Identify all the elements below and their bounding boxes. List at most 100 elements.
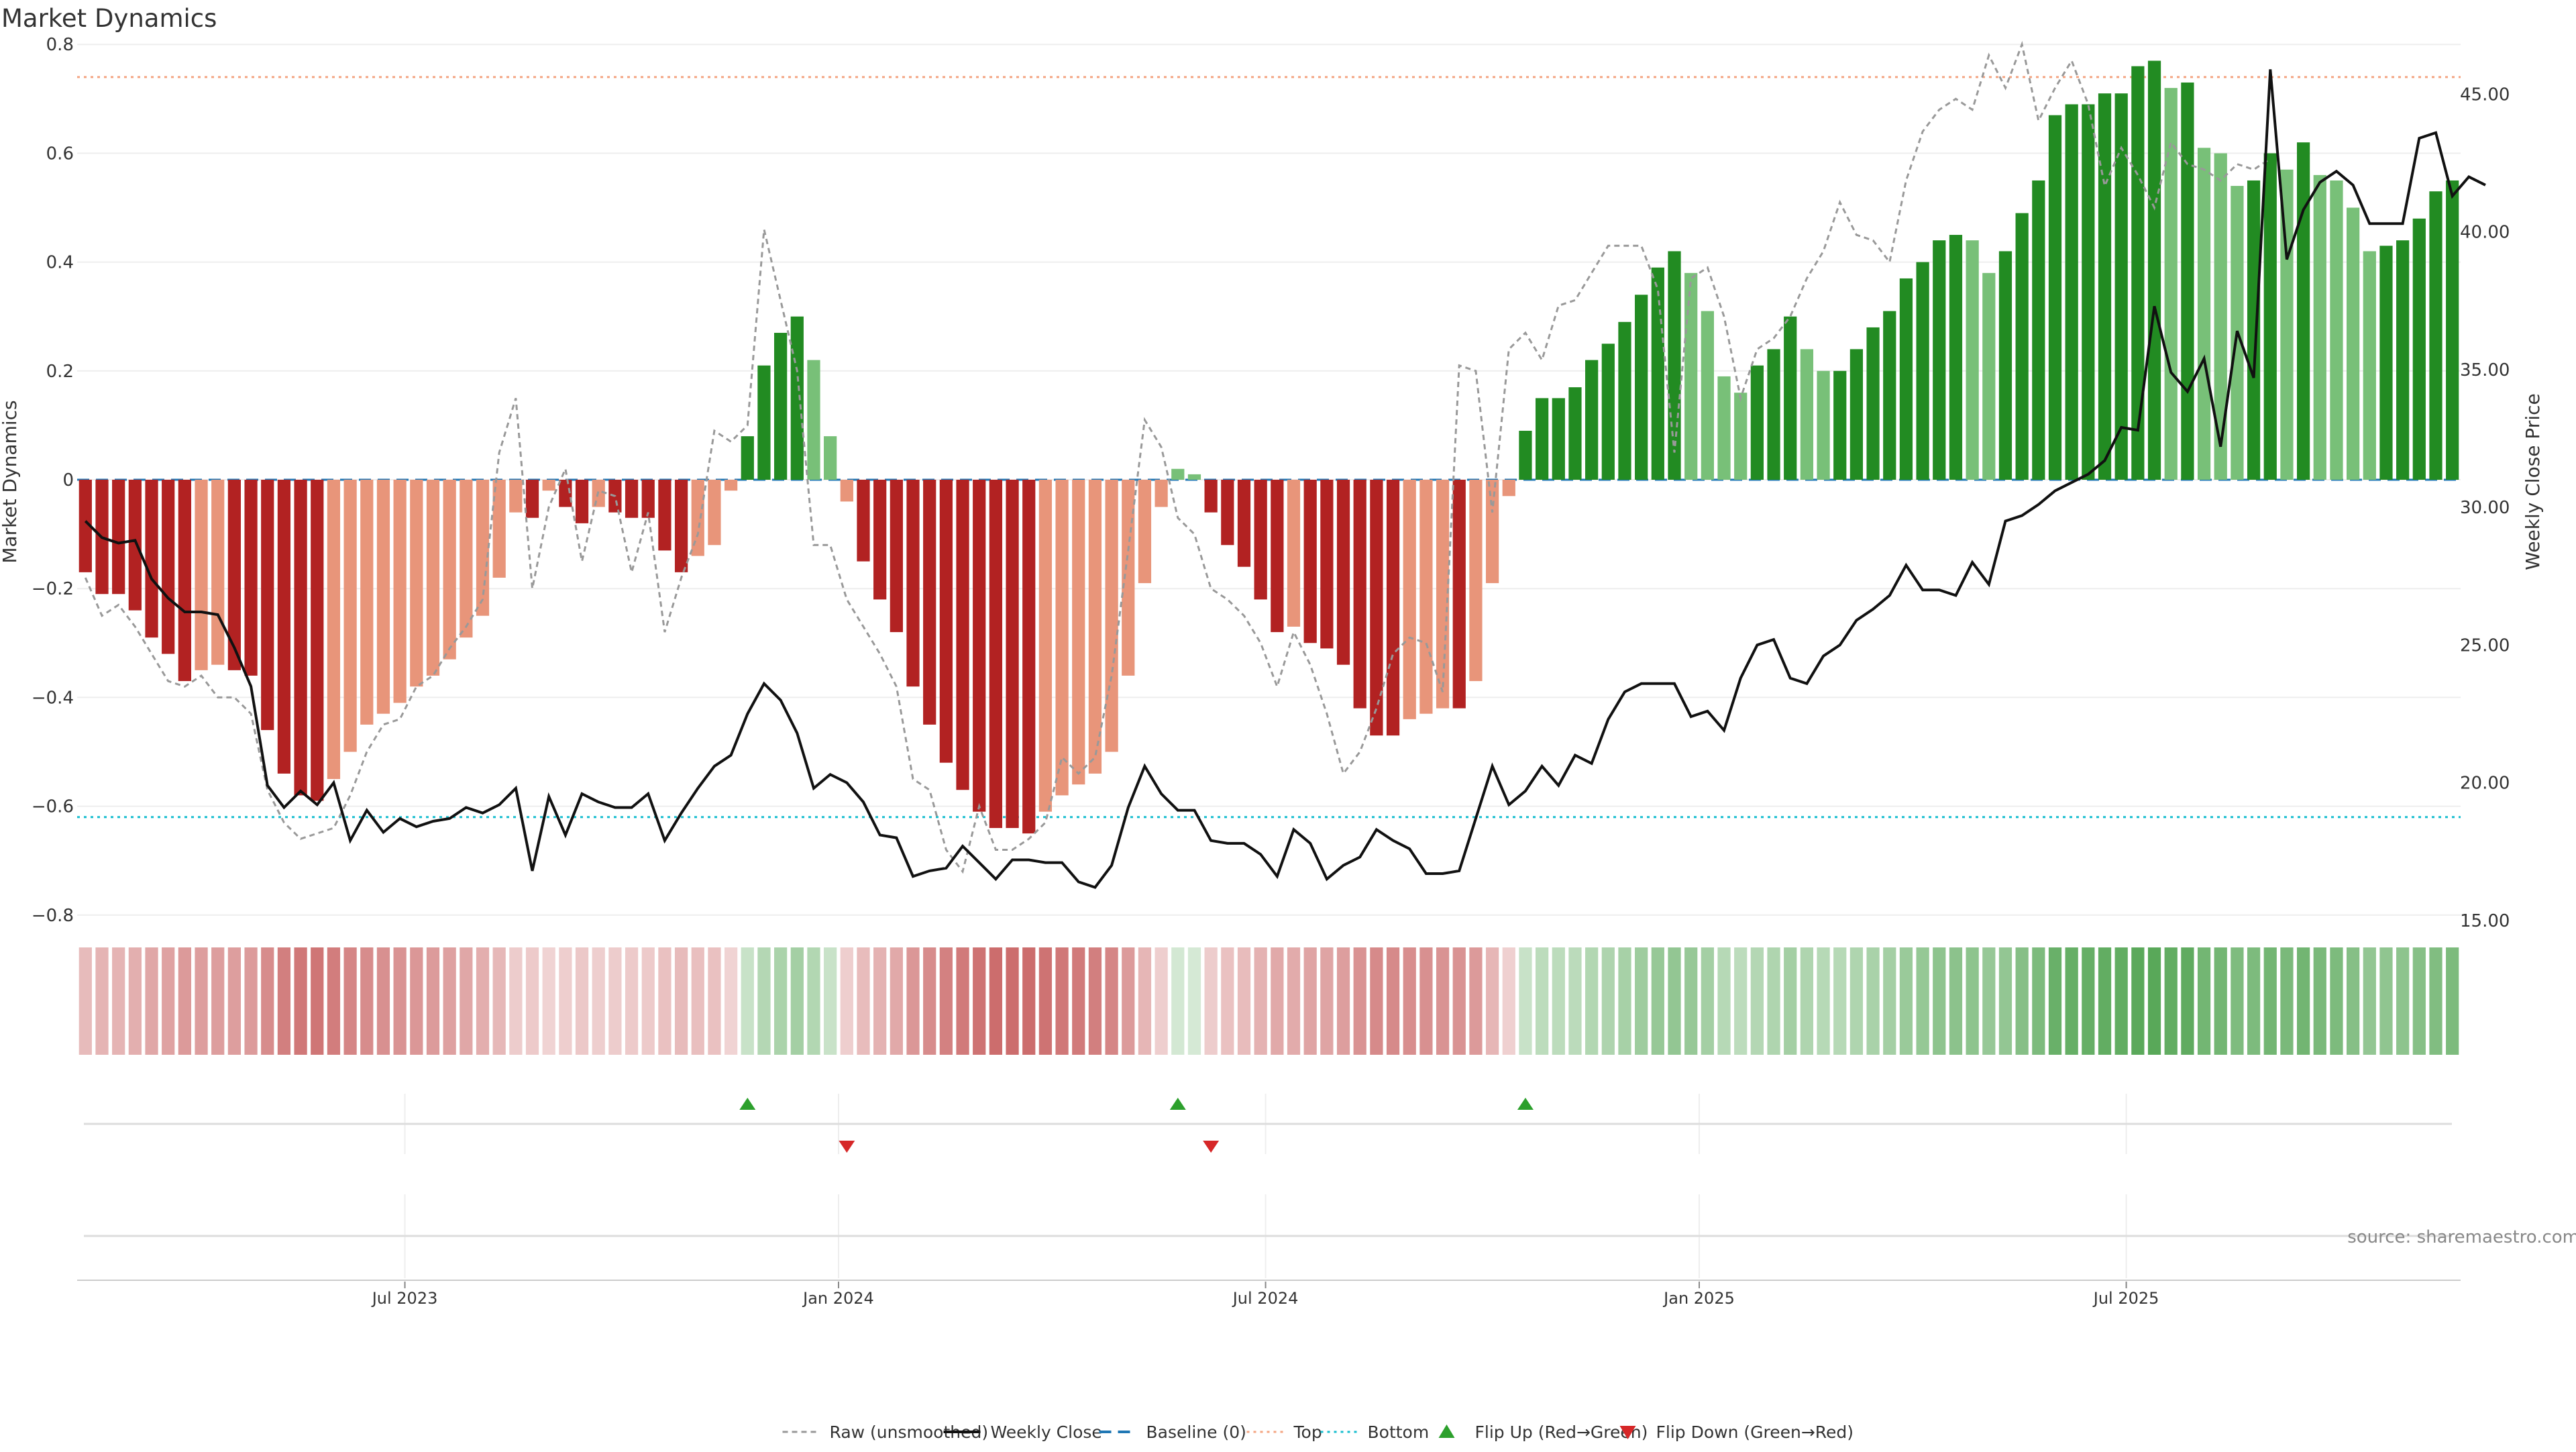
heat-strip-cell [227,947,241,1055]
heat-strip-cell [840,947,853,1055]
market-dynamics-bar [1287,480,1301,627]
heat-strip-cell [1485,947,1499,1055]
right-axis-label: Weekly Close Price [2522,393,2544,570]
weekly-close-line [84,69,2486,889]
market-dynamics-bar [824,436,837,480]
x-tick-label: Jan 2024 [802,1289,874,1308]
heat-strip-cell [824,947,837,1055]
heat-strip-cell [1701,947,1714,1055]
heat-strip-cell [2131,947,2145,1055]
market-dynamics-bar [2330,180,2343,480]
bottom-panel [84,1194,2452,1278]
heat-strip-cell [360,947,374,1055]
heat-strip-cell [476,947,490,1055]
heat-strip-cell [1088,947,1102,1055]
heat-strip-cell [95,947,109,1055]
heat-strip-cell [195,947,208,1055]
heat-strip-cell [1684,947,1698,1055]
heat-strip-cell [178,947,192,1055]
heat-strip-cell [790,947,804,1055]
market-dynamics-bar [2429,191,2443,480]
heat-strip-cell [542,947,555,1055]
heat-strip-cell [1817,947,1830,1055]
heat-strip-cell [757,947,771,1055]
flip-up-marker [1169,1098,1186,1110]
x-tick-label: Jul 2025 [2092,1289,2159,1308]
market-dynamics-bar [890,480,903,633]
heat-strip-cell [1668,947,1681,1055]
legend-label: Weekly Close [991,1422,1102,1442]
market-dynamics-bar [376,480,390,714]
market-dynamics-bar [1271,480,1284,633]
market-dynamics-bar [2346,207,2360,480]
market-dynamics-bar [1784,316,1797,480]
heat-strip-cell [1618,947,1631,1055]
market-dynamics-bar [1519,431,1532,480]
market-dynamics-bar [145,480,158,638]
market-dynamics-bar [393,480,407,703]
heat-strip-cell [625,947,639,1055]
market-dynamics-bar [2032,180,2045,480]
heat-strip-cell [492,947,506,1055]
heat-strip-cell [1585,947,1599,1055]
market-dynamics-bar [1535,398,1549,480]
heat-strip-cell [1038,947,1053,1055]
market-dynamics-bar [1353,480,1366,709]
heat-strip-cell [1187,947,1201,1055]
y-tick-label-left: 0.2 [46,362,74,382]
heat-strip [78,947,2459,1055]
market-dynamics-bar [178,480,192,682]
market-dynamics-bar [1088,480,1102,774]
y-tick-label-left: −0.4 [32,688,74,708]
market-dynamics-bar [1916,262,1929,480]
x-axis: Jul 2023 Jan 2024 Jul 2024 Jan 2025 Jul 2025 [77,1280,2461,1308]
heat-strip-cell [923,947,936,1055]
market-dynamics-bar [2114,93,2128,480]
market-dynamics-bar [790,316,804,480]
heat-strip-cell [1006,947,1019,1055]
market-dynamics-bar [244,480,258,676]
market-dynamics-bar [509,480,523,513]
heat-strip-cell [1221,947,1234,1055]
market-dynamics-bar [1966,240,1979,480]
market-dynamics-bar [2263,153,2277,480]
heat-strip-cell [1998,947,2012,1055]
market-dynamics-bar [343,480,357,752]
y-tick-label-left: −0.2 [32,579,74,599]
market-dynamics-bar [641,480,655,518]
market-dynamics-bar [1734,393,1748,480]
flip-down-marker [839,1141,855,1153]
heat-strip-cell [2098,947,2112,1055]
market-dynamics-bar [757,365,771,480]
heat-strip-cell [443,947,456,1055]
heat-strip-cell [1883,947,1896,1055]
legend-swatch-flip-down [1619,1426,1636,1439]
threshold-lines [77,76,2461,819]
market-dynamics-bar [1038,480,1053,812]
market-dynamics-bar [1221,480,1234,546]
market-dynamics-bar [1800,349,1814,480]
market-dynamics-bar [559,480,572,507]
heat-strip-cell [906,947,920,1055]
market-dynamics-bar [2131,66,2145,480]
heat-strip-cell [162,947,175,1055]
heat-strip-cell [708,947,721,1055]
market-dynamics-bar [112,480,125,594]
flip-down-marker [1203,1141,1220,1153]
market-dynamics-bar [2048,115,2062,480]
heat-strip-cell [956,947,969,1055]
market-dynamics-bar [1006,480,1019,829]
heat-strip-cell [2263,947,2277,1055]
heat-strip-cell [1849,947,1864,1055]
heat-strip-cell [2429,947,2443,1055]
market-dynamics-bar [410,480,423,687]
heat-strip-cell [1353,947,1366,1055]
heat-strip-cell [1452,947,1466,1055]
market-dynamics-bar [261,480,274,731]
market-dynamics-bar [1469,480,1483,682]
heat-strip-cell [2396,947,2410,1055]
market-dynamics-bar [1370,480,1383,736]
heat-strip-cell [1271,947,1284,1055]
heat-strip-cell [2363,947,2376,1055]
heat-strip-cell [1734,947,1748,1055]
